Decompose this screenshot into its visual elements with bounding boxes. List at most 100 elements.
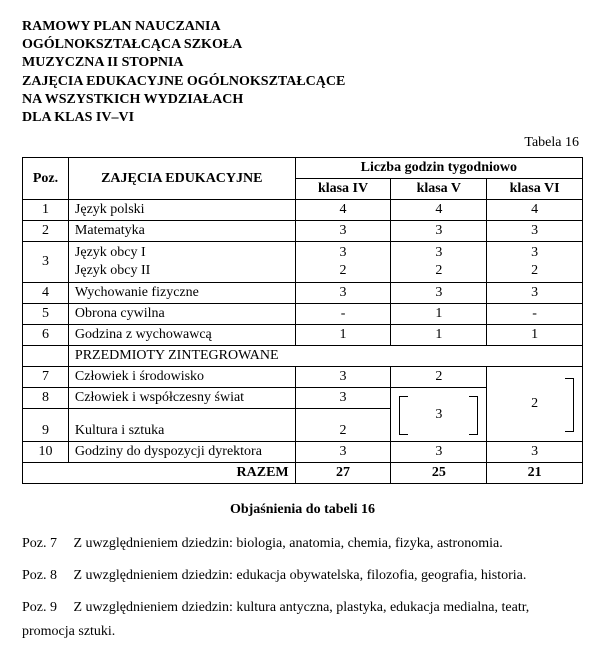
cell-value: 4 <box>487 200 583 221</box>
cell-value: 3 <box>295 388 391 409</box>
note-text: Z uwzględnieniem dziedzin: biologia, ana… <box>74 536 503 551</box>
cell-subject: Wychowanie fizyczne <box>68 283 295 304</box>
cell-value: 3 2 <box>487 242 583 283</box>
col-class-iv: klasa IV <box>295 179 391 200</box>
note: Poz. 8 Z uwzględnieniem dziedzin: edukac… <box>22 564 583 588</box>
table-row: 6 Godzina z wychowawcą 1 1 1 <box>23 325 583 346</box>
bracket-icon <box>469 396 478 435</box>
col-subject: ZAJĘCIA EDUKACYJNE <box>68 158 295 200</box>
cell-subject: Język polski <box>68 200 295 221</box>
cell-value: 3 <box>391 283 487 304</box>
total-value: 27 <box>295 463 391 484</box>
heading-line: ZAJĘCIA EDUKACYJNE OGÓLNOKSZTAŁCĄCE <box>22 73 583 91</box>
cell-subject: Człowiek i współczesny świat <box>68 388 295 409</box>
table-row: 3 Język obcy I Język obcy II 3 2 3 2 <box>23 242 583 283</box>
value-a: 3 <box>493 244 576 262</box>
cell-poz: 5 <box>23 304 69 325</box>
value-b: 2 <box>397 262 480 280</box>
cell-value: 2 <box>391 367 487 388</box>
cell-value: 3 <box>391 442 487 463</box>
cell-poz: 2 <box>23 221 69 242</box>
table-row: 4 Wychowanie fizyczne 3 3 3 <box>23 283 583 304</box>
heading-line: NA WSZYSTKICH WYDZIAŁACH <box>22 91 583 109</box>
cell-value: 4 <box>391 200 487 221</box>
document-heading: RAMOWY PLAN NAUCZANIA OGÓLNOKSZTAŁCĄCA S… <box>22 18 583 127</box>
total-label: RAZEM <box>23 463 296 484</box>
explanations-title: Objaśnienia do tabeli 16 <box>22 502 583 518</box>
cell-poz: 4 <box>23 283 69 304</box>
cell-value: - <box>295 304 391 325</box>
note-text: Z uwzględnieniem dziedzin: kultura antyc… <box>22 600 529 639</box>
cell-value: 3 <box>295 221 391 242</box>
cell-poz: 7 <box>23 367 69 388</box>
note-poz: Poz. 7 <box>22 532 70 556</box>
heading-line: DLA KLAS IV–VI <box>22 109 583 127</box>
cell-value: - <box>487 304 583 325</box>
cell-poz: 6 <box>23 325 69 346</box>
cell-subject: Kultura i sztuka <box>68 409 295 442</box>
section-row: PRZEDMIOTY ZINTEGROWANE <box>23 346 583 367</box>
cell-value-merged-v: 3 <box>391 388 487 442</box>
cell-subject: Człowiek i środowisko <box>68 367 295 388</box>
heading-line: OGÓLNOKSZTAŁCĄCA SZKOŁA <box>22 36 583 54</box>
cell-value: 3 <box>487 442 583 463</box>
cell-value: 4 <box>295 200 391 221</box>
cell-value: 1 <box>487 325 583 346</box>
bracket-icon <box>399 396 408 435</box>
col-class-v: klasa V <box>391 179 487 200</box>
cell-value: 3 <box>295 367 391 388</box>
value-b: 2 <box>302 262 385 280</box>
cell-value: 3 2 <box>295 242 391 283</box>
total-value: 21 <box>487 463 583 484</box>
value-a: 3 <box>397 244 480 262</box>
table-row: 1 Język polski 4 4 4 <box>23 200 583 221</box>
value-a: 3 <box>302 244 385 262</box>
cell-value-merged-vi: 2 <box>487 367 583 442</box>
cell-subject: Godziny do dyspozycji dyrektora <box>68 442 295 463</box>
cell-value: 3 <box>295 442 391 463</box>
cell-value: 1 <box>391 304 487 325</box>
cell-value: 2 <box>295 409 391 442</box>
table-row: 5 Obrona cywilna - 1 - <box>23 304 583 325</box>
section-label: PRZEDMIOTY ZINTEGROWANE <box>68 346 582 367</box>
table-header-row: Poz. ZAJĘCIA EDUKACYJNE Liczba godzin ty… <box>23 158 583 179</box>
cell-subject: Matematyka <box>68 221 295 242</box>
subject-a: Język obcy I <box>75 244 289 262</box>
cell-poz: 10 <box>23 442 69 463</box>
total-value: 25 <box>391 463 487 484</box>
total-row: RAZEM 27 25 21 <box>23 463 583 484</box>
cell-subject: Język obcy I Język obcy II <box>68 242 295 283</box>
cell-poz: 1 <box>23 200 69 221</box>
cell-value: 1 <box>295 325 391 346</box>
note: Poz. 7 Z uwzględnieniem dziedzin: biolog… <box>22 532 583 556</box>
cell-value: 1 <box>391 325 487 346</box>
heading-line: RAMOWY PLAN NAUCZANIA <box>22 18 583 36</box>
cell-subject: Godzina z wychowawcą <box>68 325 295 346</box>
col-poz: Poz. <box>23 158 69 200</box>
curriculum-table: Poz. ZAJĘCIA EDUKACYJNE Liczba godzin ty… <box>22 157 583 484</box>
col-class-vi: klasa VI <box>487 179 583 200</box>
note-text: Z uwzględnieniem dziedzin: edukacja obyw… <box>74 568 527 583</box>
cell-value: 3 <box>487 221 583 242</box>
cell-value: 3 <box>295 283 391 304</box>
value: 2 <box>531 396 538 411</box>
col-hours-header: Liczba godzin tygodniowo <box>295 158 582 179</box>
subject-b: Język obcy II <box>75 262 289 280</box>
empty-cell <box>23 346 69 367</box>
note: Poz. 9 Z uwzględnieniem dziedzin: kultur… <box>22 596 583 644</box>
table-row: 7 Człowiek i środowisko 3 2 2 <box>23 367 583 388</box>
cell-poz: 8 <box>23 388 69 409</box>
note-poz: Poz. 9 <box>22 596 70 620</box>
table-row: 10 Godziny do dyspozycji dyrektora 3 3 3 <box>23 442 583 463</box>
cell-value: 3 <box>487 283 583 304</box>
cell-poz: 3 <box>23 242 69 283</box>
heading-line: MUZYCZNA II STOPNIA <box>22 54 583 72</box>
cell-poz: 9 <box>23 409 69 442</box>
note-poz: Poz. 8 <box>22 564 70 588</box>
cell-subject: Obrona cywilna <box>68 304 295 325</box>
table-label: Tabela 16 <box>22 135 579 151</box>
cell-value: 3 2 <box>391 242 487 283</box>
value-b: 2 <box>493 262 576 280</box>
cell-value: 3 <box>391 221 487 242</box>
value: 3 <box>435 407 442 422</box>
